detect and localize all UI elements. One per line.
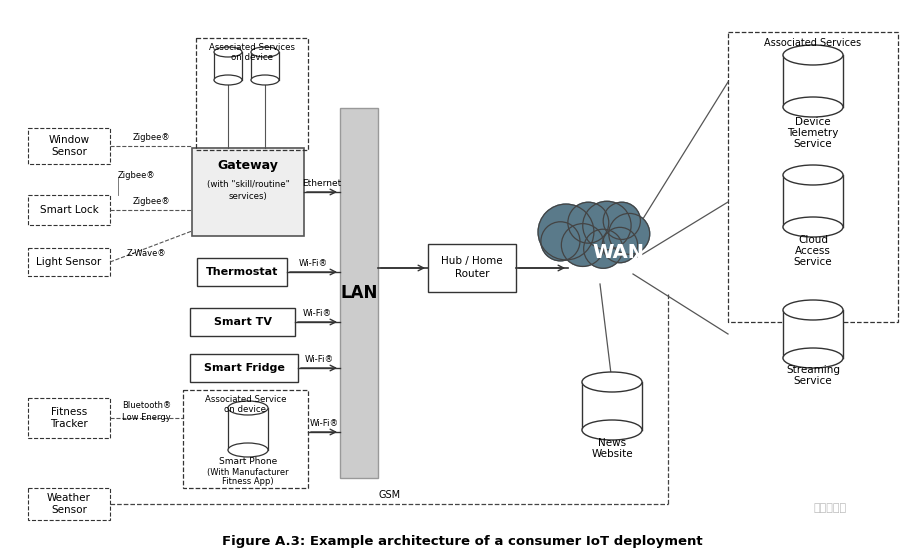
- Ellipse shape: [228, 443, 268, 457]
- Text: Hub / Home: Hub / Home: [441, 256, 503, 266]
- Text: Weather: Weather: [47, 493, 91, 503]
- Bar: [340, 108, 378, 478]
- Bar: [192, 148, 304, 236]
- Text: Low Energy: Low Energy: [122, 413, 171, 422]
- Bar: [28, 128, 110, 164]
- Text: services): services): [229, 192, 268, 200]
- Ellipse shape: [582, 420, 642, 440]
- Text: Wi-Fi®: Wi-Fi®: [299, 258, 328, 268]
- Text: (With Manufacturer: (With Manufacturer: [207, 468, 289, 476]
- Text: Wi-Fi®: Wi-Fi®: [303, 309, 332, 317]
- Text: Streaming: Streaming: [786, 365, 840, 375]
- Bar: [190, 354, 298, 382]
- Bar: [196, 38, 308, 150]
- Circle shape: [538, 204, 593, 260]
- Text: LAN: LAN: [341, 284, 378, 302]
- Circle shape: [582, 201, 631, 250]
- Bar: [183, 390, 308, 488]
- Text: News: News: [598, 438, 626, 448]
- Bar: [190, 308, 295, 336]
- Text: (with "skill/routine": (with "skill/routine": [207, 179, 290, 188]
- Bar: [728, 32, 898, 322]
- Text: Window: Window: [48, 135, 90, 145]
- Text: Wi-Fi®: Wi-Fi®: [305, 354, 333, 364]
- Text: Smart Lock: Smart Lock: [40, 205, 99, 215]
- Circle shape: [604, 202, 641, 240]
- Text: Device: Device: [796, 117, 831, 127]
- Ellipse shape: [783, 217, 843, 237]
- Text: Ethernet: Ethernet: [303, 178, 342, 188]
- Text: Smart Fridge: Smart Fridge: [204, 363, 284, 373]
- Text: Service: Service: [794, 376, 833, 386]
- Text: GSM: GSM: [379, 490, 402, 500]
- Text: Zigbee®: Zigbee®: [118, 171, 156, 179]
- Text: WAN: WAN: [592, 242, 644, 262]
- Circle shape: [568, 202, 609, 243]
- Ellipse shape: [251, 47, 279, 57]
- Bar: [582, 382, 642, 430]
- Ellipse shape: [214, 75, 242, 85]
- Bar: [28, 488, 110, 520]
- Text: Associated Services: Associated Services: [764, 38, 861, 48]
- Bar: [28, 195, 110, 225]
- Text: Smart Phone: Smart Phone: [219, 458, 277, 466]
- Text: 棋印说信安: 棋印说信安: [813, 503, 846, 513]
- Bar: [197, 258, 287, 286]
- Ellipse shape: [228, 401, 268, 415]
- Bar: [228, 408, 268, 450]
- Text: Fitness: Fitness: [51, 407, 87, 417]
- Bar: [428, 244, 516, 292]
- Text: Service: Service: [794, 257, 833, 267]
- Bar: [28, 398, 110, 438]
- Bar: [783, 310, 843, 358]
- Bar: [251, 52, 279, 80]
- Text: Zigbee®: Zigbee®: [132, 198, 170, 206]
- Text: Smart TV: Smart TV: [213, 317, 271, 327]
- Text: Associated Service: Associated Service: [205, 395, 286, 405]
- Text: on device: on device: [231, 54, 273, 62]
- Bar: [783, 55, 843, 107]
- Text: Service: Service: [794, 139, 833, 149]
- Circle shape: [603, 227, 638, 263]
- Text: Access: Access: [795, 246, 831, 256]
- Ellipse shape: [582, 372, 642, 392]
- Circle shape: [541, 222, 580, 261]
- Text: Wi-Fi®: Wi-Fi®: [309, 418, 339, 427]
- Text: Sensor: Sensor: [51, 505, 87, 515]
- Text: Associated Services: Associated Services: [209, 44, 295, 52]
- Ellipse shape: [783, 97, 843, 117]
- Text: Cloud: Cloud: [798, 235, 828, 245]
- Ellipse shape: [783, 348, 843, 368]
- Circle shape: [609, 214, 650, 254]
- Ellipse shape: [214, 47, 242, 57]
- Text: Gateway: Gateway: [218, 160, 279, 172]
- Ellipse shape: [783, 165, 843, 185]
- Text: on device: on device: [224, 406, 267, 415]
- Ellipse shape: [783, 45, 843, 65]
- Text: Bluetooth®: Bluetooth®: [122, 401, 171, 411]
- Text: Zigbee®: Zigbee®: [132, 134, 170, 142]
- Text: Router: Router: [455, 269, 489, 279]
- Bar: [214, 52, 242, 80]
- Bar: [28, 248, 110, 276]
- Text: Light Sensor: Light Sensor: [36, 257, 102, 267]
- Bar: [783, 175, 843, 227]
- Circle shape: [561, 224, 605, 267]
- Text: Fitness App): Fitness App): [222, 476, 274, 486]
- Text: Sensor: Sensor: [51, 147, 87, 157]
- Text: Telemetry: Telemetry: [787, 128, 839, 138]
- Ellipse shape: [251, 75, 279, 85]
- Text: Figure A.3: Example architecture of a consumer IoT deployment: Figure A.3: Example architecture of a co…: [222, 535, 702, 549]
- Circle shape: [583, 229, 623, 268]
- Text: Tracker: Tracker: [50, 419, 88, 429]
- Ellipse shape: [783, 300, 843, 320]
- Text: Thermostat: Thermostat: [206, 267, 278, 277]
- Text: Website: Website: [592, 449, 633, 459]
- Text: Z-Wave®: Z-Wave®: [126, 250, 166, 258]
